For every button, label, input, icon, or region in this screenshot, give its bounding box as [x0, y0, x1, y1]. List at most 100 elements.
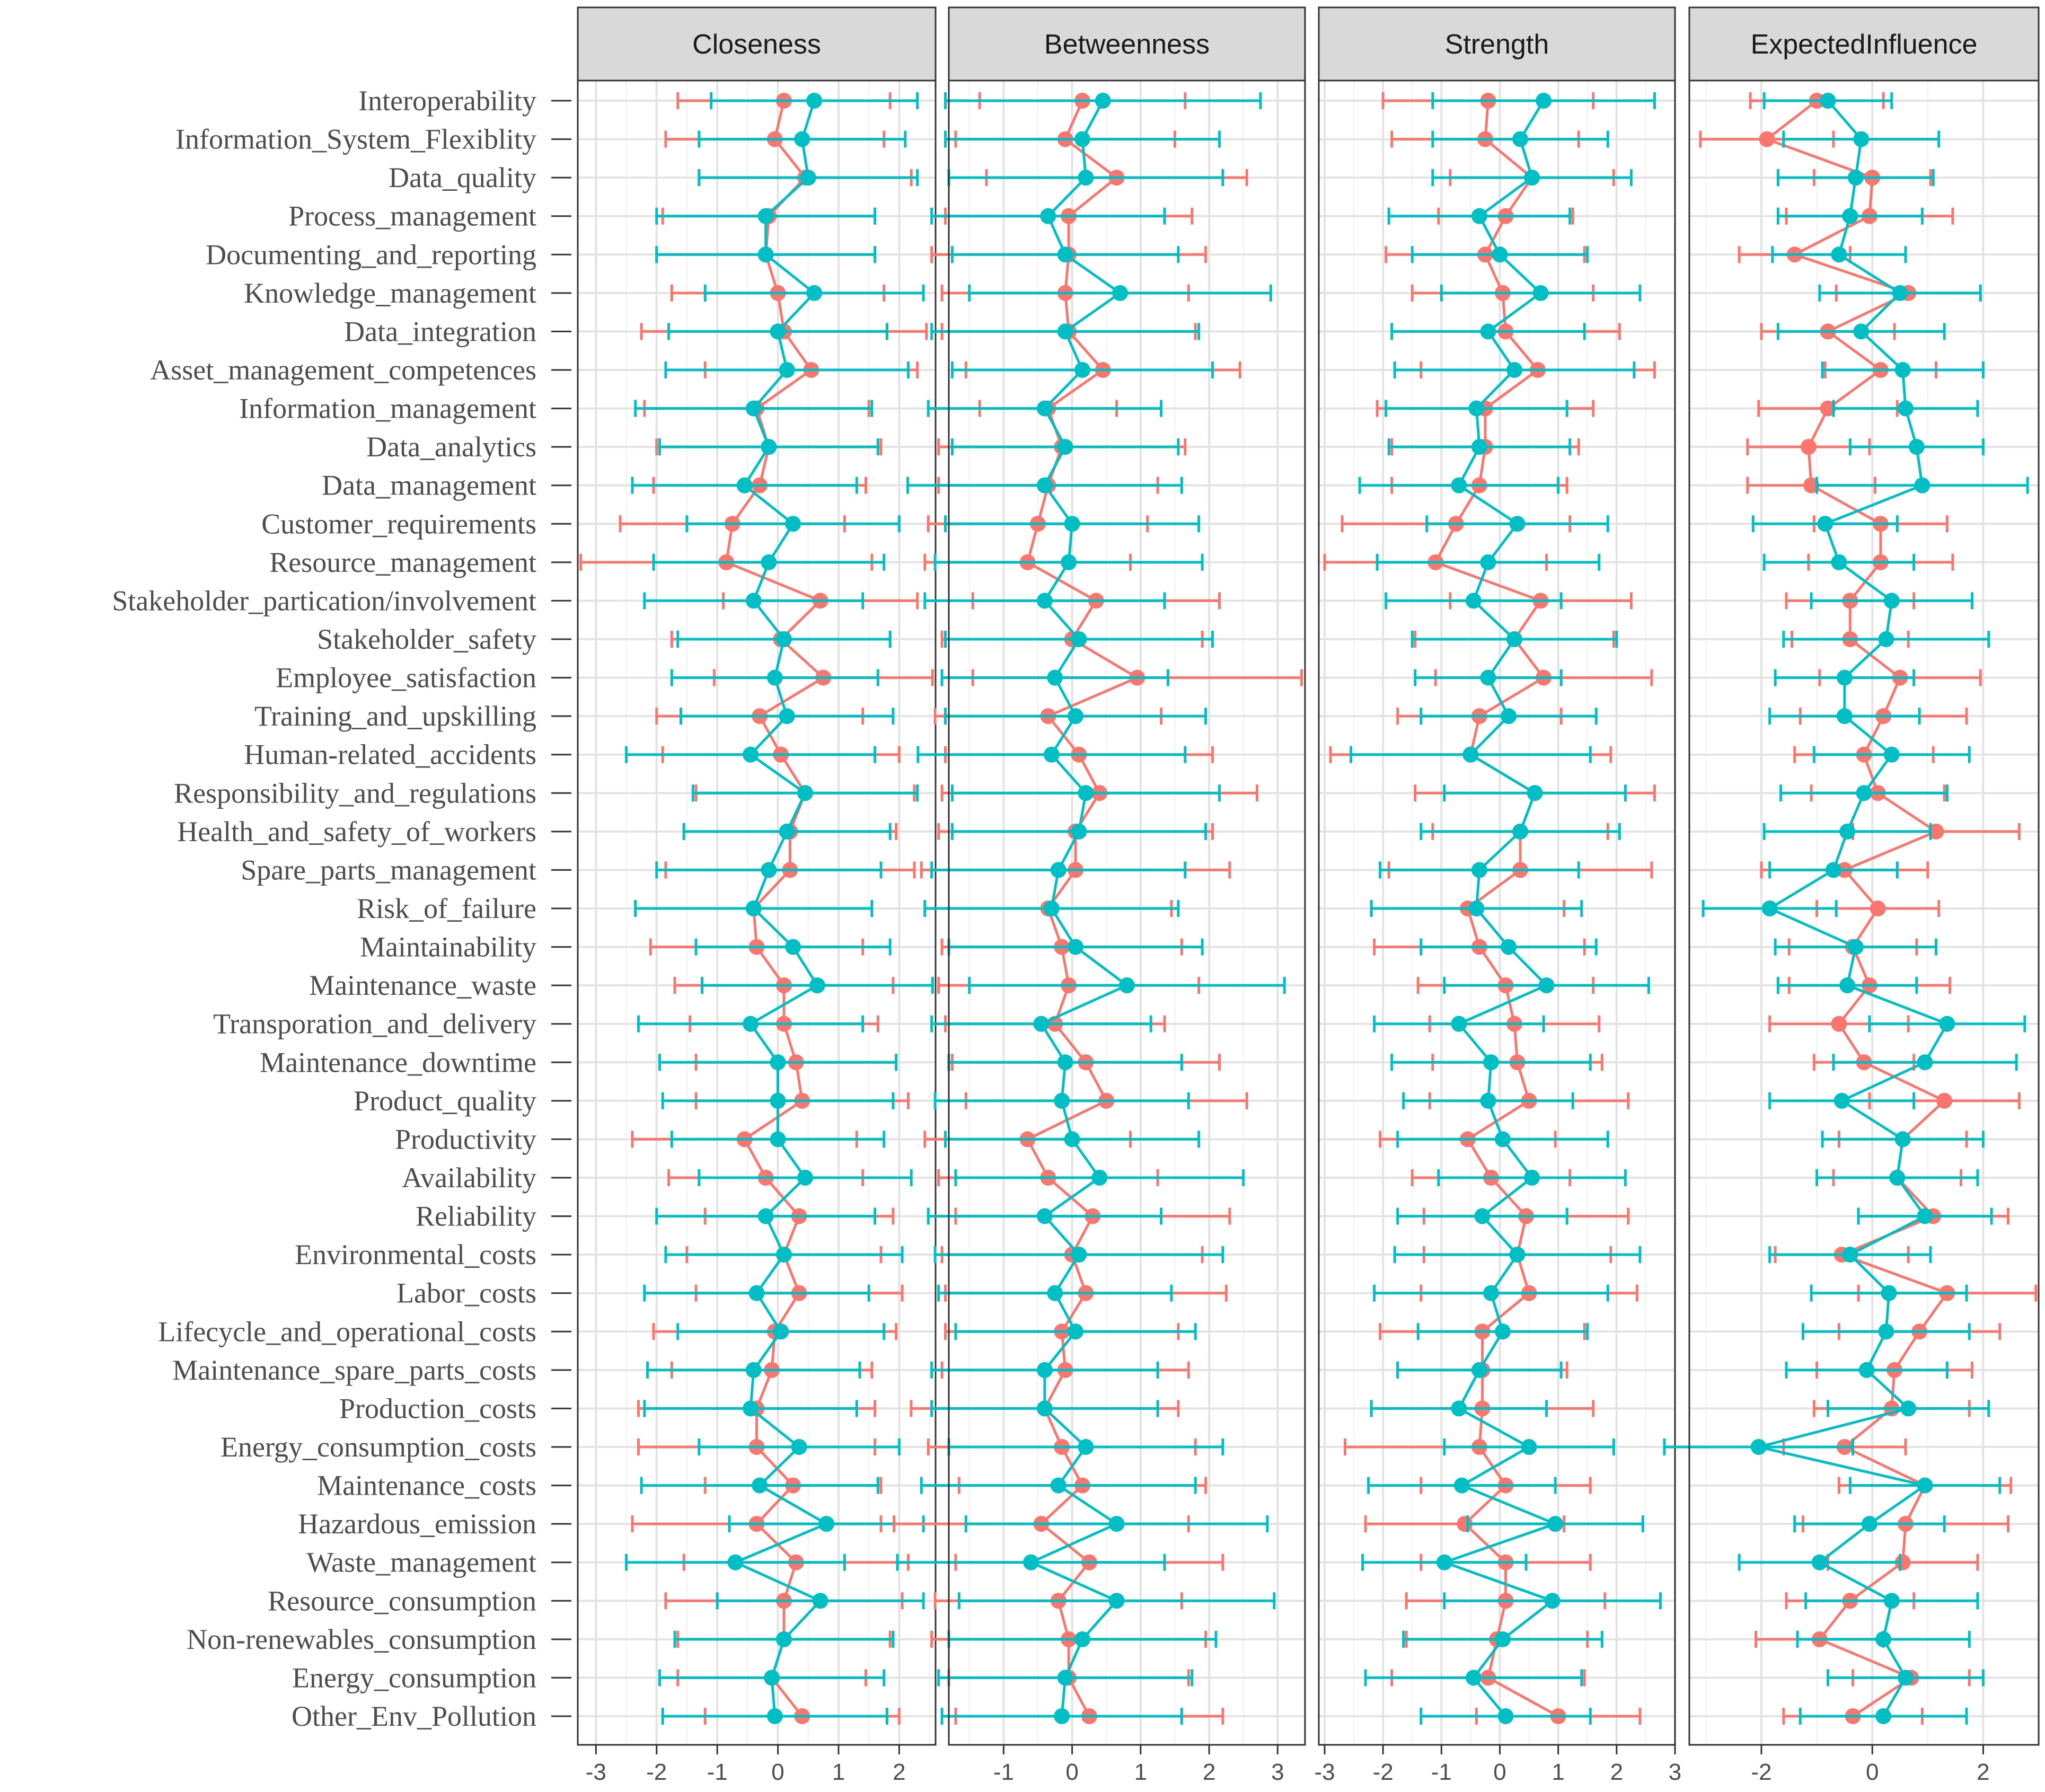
row-label-17: Human-related_accidents: [244, 739, 536, 771]
row-label-1: Information_System_Flexiblity: [175, 123, 536, 155]
x-axis-ExpectedInfluence: -2 0 2: [1751, 1745, 1990, 1785]
data-point: [1036, 1400, 1053, 1417]
row-label-20: Spare_parts_management: [241, 854, 536, 886]
data-point: [1501, 939, 1517, 955]
data-point: [761, 554, 777, 570]
data-point: [743, 746, 759, 763]
data-point: [1483, 1054, 1499, 1071]
data-point: [779, 362, 795, 378]
data-point: [775, 1631, 792, 1647]
data-point: [806, 285, 823, 301]
x-tick-label: -1: [707, 1759, 728, 1785]
row-label-35: Energy_consumption_costs: [221, 1431, 536, 1463]
data-point: [757, 1208, 774, 1224]
data-point: [779, 823, 795, 840]
panel-ExpectedInfluence: ExpectedInfluence -2 0 2: [1663, 6, 2040, 1785]
data-point: [785, 516, 801, 532]
data-point: [797, 785, 814, 801]
data-point: [1057, 1670, 1073, 1686]
data-point: [1471, 862, 1487, 878]
data-point: [766, 1708, 783, 1724]
data-point: [1506, 631, 1523, 647]
row-label-11: Customer_requirements: [261, 508, 536, 540]
data-point: [806, 93, 823, 109]
data-point: [745, 400, 762, 417]
data-point: [1465, 1670, 1482, 1686]
panel-border: [1688, 80, 2040, 1746]
data-point: [1095, 93, 1111, 109]
row-label-7: Asset_management_competences: [150, 354, 536, 386]
data-point: [1509, 516, 1526, 532]
data-point: [1465, 593, 1482, 609]
data-point: [1803, 477, 1820, 493]
data-point: [1050, 1477, 1066, 1494]
row-label-10: Data_management: [322, 470, 536, 501]
data-point: [1497, 1708, 1514, 1724]
row-label-34: Production_costs: [339, 1392, 536, 1424]
series-2: [625, 92, 934, 1725]
x-tick-label: 2: [1977, 1759, 1989, 1785]
data-point: [1061, 554, 1077, 570]
row-label-13: Stakeholder_partication/involvement: [112, 585, 536, 616]
row-label-16: Training_and_upskilling: [254, 700, 536, 732]
data-point: [1936, 1092, 1953, 1109]
data-point: [1811, 1554, 1828, 1570]
data-point: [1453, 1477, 1470, 1494]
data-point: [1506, 362, 1523, 378]
data-point: [770, 323, 786, 340]
data-point: [1914, 477, 1931, 493]
data-point: [1853, 323, 1870, 340]
data-point: [1064, 516, 1080, 532]
data-point: [1036, 1208, 1053, 1224]
data-point: [1071, 631, 1087, 647]
x-tick-label: 1: [832, 1759, 845, 1785]
data-point: [1894, 362, 1911, 378]
data-point: [1451, 1016, 1467, 1032]
data-point: [1928, 823, 1944, 840]
row-label-37: Hazardous_emission: [298, 1508, 536, 1540]
data-point: [1547, 1516, 1564, 1532]
data-point: [1917, 1208, 1933, 1224]
data-point: [1468, 901, 1485, 916]
row-labels: Interoperability Information_System_Flexi…: [112, 85, 571, 1732]
data-point: [1836, 708, 1853, 725]
data-point: [1047, 669, 1063, 686]
strip-label-ExpectedInfluence: ExpectedInfluence: [1751, 29, 1978, 60]
row-label-28: Availability: [402, 1162, 536, 1194]
strip-label-Strength: Strength: [1445, 29, 1549, 60]
data-point: [1483, 1285, 1499, 1301]
data-point: [1861, 1516, 1877, 1532]
row-label-32: Lifecycle_and_operational_costs: [158, 1316, 536, 1347]
data-point: [1480, 669, 1496, 686]
data-point: [1057, 1054, 1073, 1071]
data-point: [1480, 323, 1496, 340]
x-axis-Strength: -3 -2 -1 0 1 2 3: [1314, 1745, 1681, 1785]
data-point: [770, 1092, 786, 1109]
data-point: [1900, 1400, 1917, 1417]
data-point: [1831, 554, 1847, 570]
row-label-8: Information_management: [239, 393, 536, 425]
data-point: [1071, 823, 1087, 840]
row-label-30: Environmental_costs: [295, 1239, 536, 1270]
data-point: [1078, 1439, 1094, 1455]
data-point: [1064, 1131, 1080, 1147]
data-point: [748, 1285, 765, 1301]
data-point: [1512, 823, 1529, 840]
data-point: [761, 862, 777, 878]
data-point: [1512, 131, 1529, 147]
data-point: [1842, 1247, 1858, 1263]
data-point: [1521, 1439, 1537, 1455]
data-point: [1536, 93, 1552, 109]
row-label-27: Productivity: [395, 1123, 536, 1155]
data-point: [1817, 516, 1834, 532]
strip-Closeness: [577, 6, 937, 82]
data-point: [1495, 1131, 1511, 1147]
row-label-12: Resource_management: [269, 546, 536, 578]
data-point: [1836, 669, 1853, 686]
data-point: [1043, 746, 1060, 763]
data-point: [1538, 977, 1555, 994]
data-point: [1036, 1362, 1053, 1378]
data-point: [745, 593, 762, 609]
x-tick-label: 0: [771, 1759, 784, 1785]
data-point: [1119, 977, 1135, 994]
